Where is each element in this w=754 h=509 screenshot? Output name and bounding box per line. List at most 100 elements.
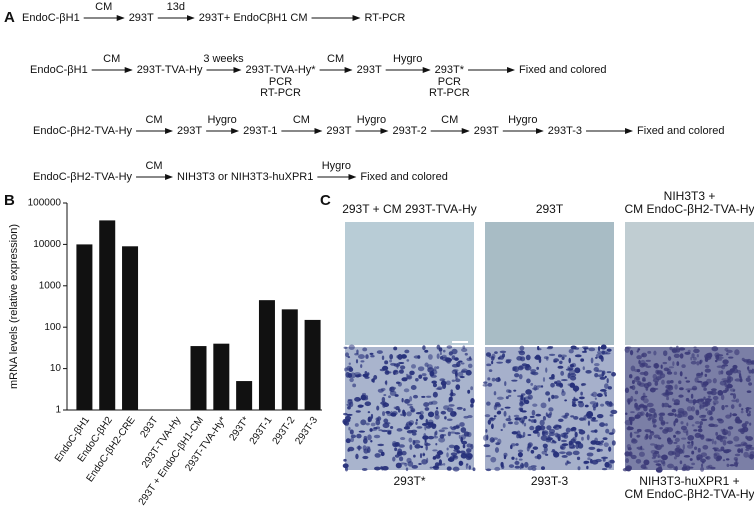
cell xyxy=(424,437,427,443)
cell xyxy=(723,428,726,432)
cell xyxy=(347,446,355,452)
cell xyxy=(641,353,645,357)
cell xyxy=(703,396,706,400)
cell xyxy=(699,359,703,364)
cell xyxy=(530,369,537,373)
cell xyxy=(724,386,729,392)
flow-node: 293T xyxy=(177,125,202,137)
cell xyxy=(611,440,616,446)
cell xyxy=(507,421,513,425)
cell xyxy=(654,381,659,386)
cell xyxy=(667,439,673,445)
cell xyxy=(548,431,555,437)
cell xyxy=(401,398,404,403)
cell xyxy=(591,391,598,398)
cell xyxy=(527,433,532,437)
cell xyxy=(708,423,715,428)
cell xyxy=(721,436,728,440)
cell xyxy=(607,386,612,390)
cell xyxy=(585,413,592,418)
cell xyxy=(398,456,404,462)
cell xyxy=(715,456,720,462)
cell xyxy=(746,390,752,393)
cell xyxy=(646,402,654,408)
cell xyxy=(685,388,693,391)
cell xyxy=(699,404,702,410)
cell xyxy=(432,382,438,388)
cell xyxy=(488,354,492,359)
cell xyxy=(705,352,713,359)
cell xyxy=(696,353,700,358)
cell xyxy=(399,365,406,370)
cell xyxy=(418,374,423,379)
cell xyxy=(582,366,585,371)
cell xyxy=(591,459,599,465)
cell xyxy=(636,434,641,438)
cell xyxy=(732,393,737,400)
cell xyxy=(520,394,524,401)
cell xyxy=(643,398,649,404)
cell xyxy=(674,451,681,458)
cell xyxy=(366,446,371,449)
cell xyxy=(606,371,612,374)
cell xyxy=(653,434,660,439)
cell xyxy=(711,438,714,445)
cell xyxy=(485,468,492,472)
cell xyxy=(380,451,385,457)
cell xyxy=(710,390,717,396)
cell xyxy=(519,345,525,351)
cell xyxy=(494,401,501,406)
cell xyxy=(451,369,458,375)
cell xyxy=(486,401,491,406)
cell xyxy=(659,427,663,430)
cell xyxy=(733,436,740,442)
cell xyxy=(748,382,753,386)
cell xyxy=(511,431,518,435)
cell xyxy=(531,409,536,416)
cell xyxy=(364,371,368,375)
flow-node: 293T xyxy=(129,12,154,24)
cell xyxy=(508,415,511,419)
cell xyxy=(624,419,632,426)
cell xyxy=(355,453,359,460)
cell xyxy=(707,438,712,442)
cell xyxy=(380,387,386,391)
panel-letter: A xyxy=(4,9,15,26)
cell xyxy=(446,345,453,349)
cell xyxy=(536,366,540,370)
cell xyxy=(502,353,506,358)
cell xyxy=(403,388,410,393)
cell xyxy=(570,415,575,418)
cell xyxy=(547,346,554,349)
cell xyxy=(374,453,381,458)
cell xyxy=(631,385,636,391)
cell xyxy=(454,357,459,361)
flow-edge-label: CM xyxy=(293,114,310,126)
cell xyxy=(511,379,518,382)
cell xyxy=(347,418,351,422)
cell xyxy=(423,432,427,439)
cell xyxy=(747,375,751,378)
panel-letter: B xyxy=(4,192,15,209)
cell xyxy=(426,395,432,398)
flow-node: 293T-TVA-Hy* xyxy=(246,64,317,76)
cell xyxy=(540,435,548,442)
cell xyxy=(666,380,671,384)
cell xyxy=(346,413,353,416)
cell xyxy=(398,361,405,365)
cell xyxy=(441,427,449,430)
cell xyxy=(371,378,375,383)
cell xyxy=(604,375,607,379)
cell xyxy=(674,413,677,417)
cell xyxy=(461,348,468,352)
cell xyxy=(605,428,610,434)
cell xyxy=(701,461,705,464)
cell xyxy=(659,412,665,415)
cell xyxy=(657,453,660,458)
cell xyxy=(446,418,453,422)
cell xyxy=(510,444,513,450)
cell xyxy=(405,467,409,472)
cell xyxy=(713,447,716,450)
cell xyxy=(392,413,397,417)
cell xyxy=(673,353,680,359)
